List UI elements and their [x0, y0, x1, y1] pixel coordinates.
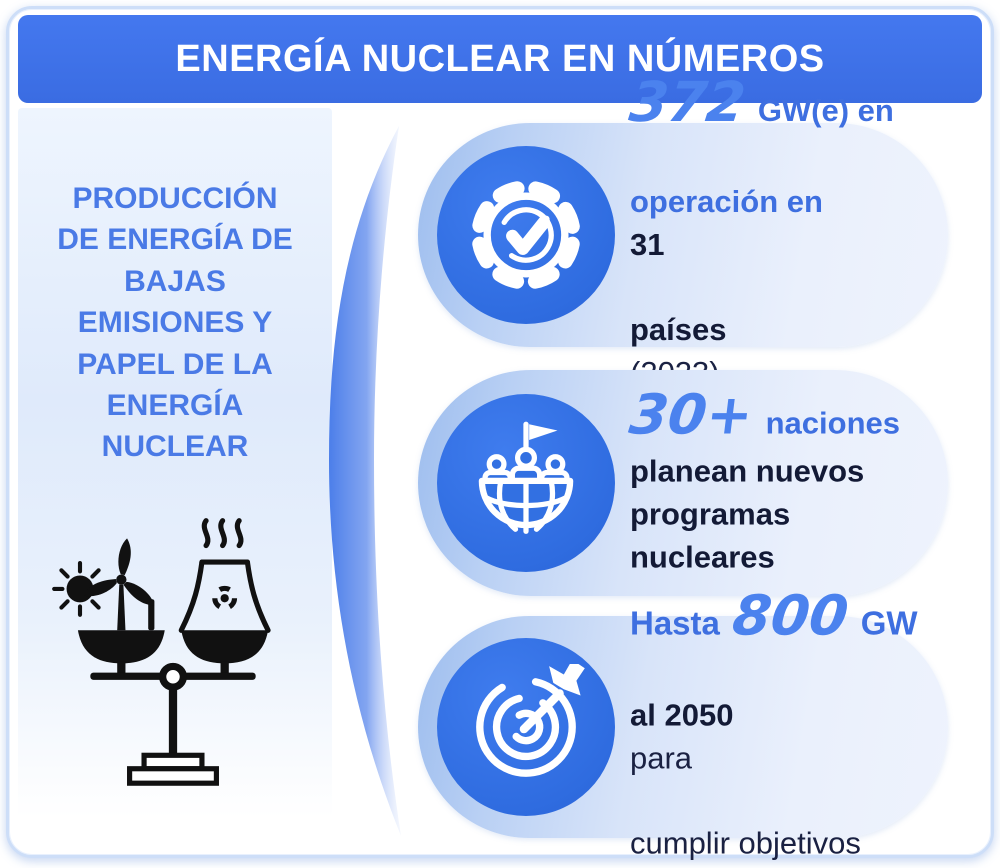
card-body: planean nuevos programas nucleares: [630, 453, 865, 574]
stat-prefix: Hasta: [630, 604, 720, 642]
stat-number: 30+: [626, 382, 757, 447]
stat-card-nations: 30+ naciones planean nuevos programas nu…: [418, 370, 948, 596]
balance-scale-svg: [52, 518, 271, 786]
wedge-divider-graphic: [300, 100, 440, 845]
target-arrow-icon: [437, 638, 615, 816]
stat-unit: GW(e) en: [757, 93, 894, 129]
page-title: ENERGÍA NUCLEAR EN NÚMEROS: [175, 37, 825, 80]
body-dark-regular-2: cumplir objetivos: [630, 825, 861, 861]
wedge-svg: [329, 126, 401, 836]
stat-number: 800: [729, 583, 852, 648]
stat-number: 372: [626, 70, 749, 135]
stat-line: Hasta 800 GW: [630, 583, 930, 648]
gear-check-icon: [437, 146, 615, 324]
globe-people-flag-icon: [437, 394, 615, 572]
card-text-block: 30+ naciones planean nuevos programas nu…: [626, 382, 930, 578]
sidebar-title: PRODUCCIÓN DE ENERGÍA DE BAJAS EMISIONES…: [57, 182, 293, 464]
body-dark-regular: para: [630, 740, 693, 776]
stat-card-operation: 372 GW(e) en operación en 31 países (202…: [418, 70, 948, 390]
card-body: al 2050 para cumplir objetivos: [630, 652, 930, 866]
body-blue-text: operación en: [630, 183, 823, 219]
stat-line: 372 GW(e) en: [626, 70, 930, 135]
body-dark-bold: países: [630, 312, 727, 348]
stat-unit: GW: [860, 604, 918, 642]
header-banner: ENERGÍA NUCLEAR EN NÚMEROS: [18, 15, 982, 103]
stat-unit: naciones: [765, 405, 901, 441]
card-text-block: Hasta 800 GW al 2050 para cumplir objeti…: [630, 583, 930, 866]
stat-line: 30+ naciones: [626, 382, 930, 447]
target-arrow-svg: [476, 664, 585, 777]
gear-check-svg: [471, 180, 581, 290]
globe-people-svg: [478, 421, 574, 534]
body-dark-number: 31: [630, 226, 665, 262]
card-text-block: 372 GW(e) en operación en 31 países (202…: [626, 70, 930, 395]
body-dark-bold: al 2050: [630, 697, 734, 733]
card-body: operación en 31 países (2023): [630, 138, 930, 395]
stat-card-target: Hasta 800 GW al 2050 para cumplir objeti…: [418, 584, 948, 861]
balance-scale-icon: [48, 498, 298, 808]
